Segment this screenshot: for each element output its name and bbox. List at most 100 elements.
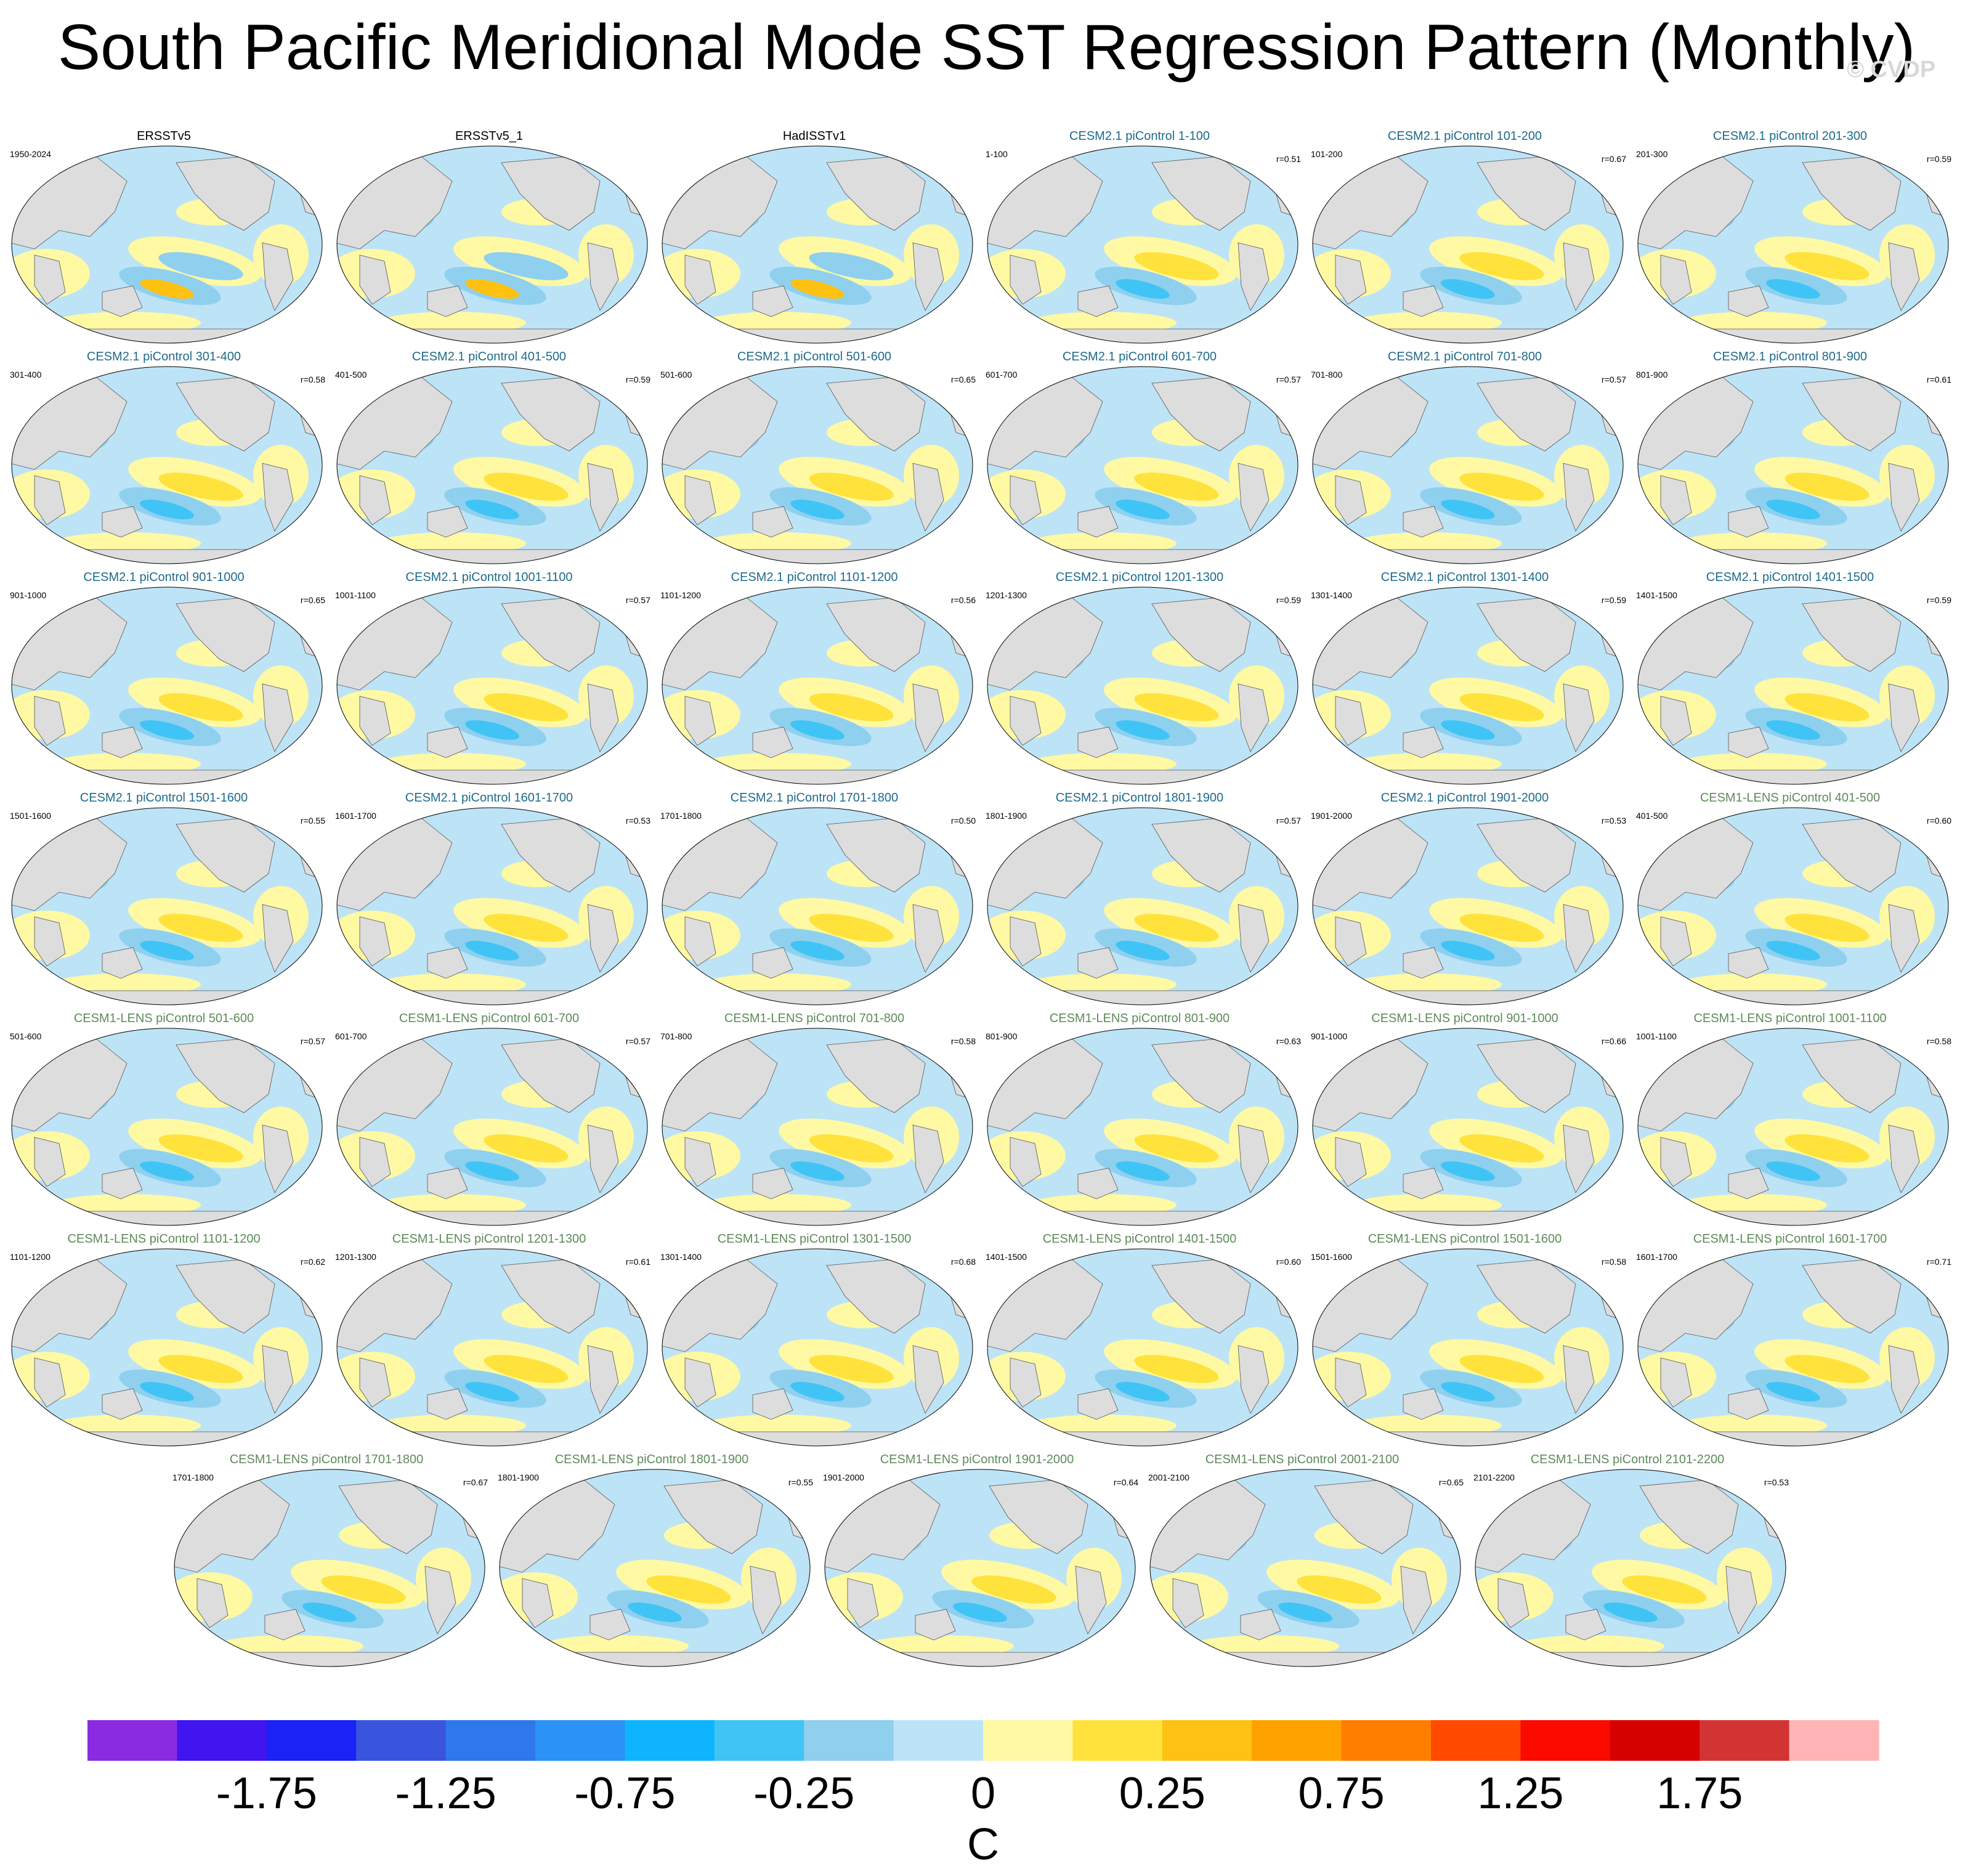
panel-period-label: 1701-1800 <box>172 1472 214 1482</box>
colorbar-swatch <box>87 1720 177 1761</box>
panel-period-label: 501-600 <box>10 1031 42 1041</box>
sst-map <box>336 145 648 344</box>
panel-period-label: 1701-1800 <box>660 811 702 821</box>
colorbar-swatch <box>1072 1720 1163 1761</box>
panel-correlation-label: r=0.57 <box>1276 375 1301 384</box>
sst-map <box>336 366 648 564</box>
colorbar-swatch <box>1700 1720 1790 1761</box>
colorbar-swatch <box>1341 1720 1432 1761</box>
panel-title: CESM2.1 piControl 101-200 <box>1387 129 1542 143</box>
colorbar-swatch <box>1431 1720 1521 1761</box>
sst-map <box>11 587 323 785</box>
panel-title: ERSSTv5_1 <box>455 129 524 143</box>
map-panel: CESM1-LENS piControl 1501-1600 1501-1600 r… <box>1302 1232 1627 1449</box>
panel-period-label: 1950-2024 <box>10 149 51 159</box>
panel-period-label: 1001-1100 <box>1636 1031 1677 1041</box>
sst-map <box>11 807 323 1005</box>
panel-correlation-label: r=0.57 <box>625 595 650 605</box>
map-panel: CESM1-LENS piControl 2101-2200 2101-2200 r… <box>1465 1453 1790 1670</box>
colorbar-swatch <box>714 1720 804 1761</box>
panel-title: CESM2.1 piControl 401-500 <box>411 350 567 363</box>
panel-title: CESM2.1 piControl 1001-1100 <box>405 571 573 584</box>
panel-correlation-label: r=0.59 <box>1926 154 1951 164</box>
map-panel: CESM1-LENS piControl 401-500 401-500 r=0.6… <box>1627 791 1953 1008</box>
sst-map <box>336 587 648 785</box>
colorbar-tick-label: -0.25 <box>753 1769 854 1818</box>
colorbar-swatch <box>445 1720 536 1761</box>
panel-grid: ERSSTv5 1950-2024 ERSSTv5_1 HadISSTv1 CESM2.… <box>1 129 1953 1670</box>
panel-correlation-label: r=0.51 <box>1276 154 1301 164</box>
panel-correlation-label: r=0.60 <box>1926 816 1951 826</box>
panel-title: HadISSTv1 <box>782 129 846 143</box>
panel-correlation-label: r=0.55 <box>300 816 325 826</box>
panel-title: CESM2.1 piControl 201-300 <box>1712 129 1868 143</box>
map-panel: CESM2.1 piControl 1201-1300 1201-1300 r=0.… <box>977 571 1302 787</box>
panel-period-label: 1201-1300 <box>335 1252 376 1262</box>
panel-period-label: 2001-2100 <box>1148 1472 1189 1482</box>
colorbar-tick-label: -0.75 <box>574 1769 675 1818</box>
colorbar-tick-label: -1.25 <box>395 1769 496 1818</box>
map-panel: CESM1-LENS piControl 1401-1500 1401-1500 r… <box>977 1232 1302 1449</box>
panel-title: CESM2.1 piControl 901-1000 <box>83 571 245 584</box>
sst-map <box>987 807 1298 1005</box>
panel-title: CESM2.1 piControl 1501-1600 <box>79 791 248 805</box>
colorbar-swatch <box>266 1720 357 1761</box>
panel-title: CESM1-LENS piControl 2001-2100 <box>1205 1453 1400 1466</box>
sst-map <box>11 366 323 564</box>
map-panel: CESM2.1 piControl 301-400 301-400 r=0.58 <box>1 350 326 567</box>
map-panel: CESM1-LENS piControl 1201-1300 1201-1300 r… <box>326 1232 652 1449</box>
panel-period-label: 501-600 <box>660 370 692 380</box>
panel-period-label: 201-300 <box>1636 149 1668 159</box>
panel-correlation-label: r=0.50 <box>950 816 976 826</box>
panel-period-label: 1301-1400 <box>660 1252 702 1262</box>
panel-correlation-label: r=0.63 <box>1276 1036 1301 1046</box>
sst-map <box>499 1469 811 1667</box>
panel-period-label: 1-100 <box>986 149 1008 159</box>
panel-period-label: 1901-2000 <box>1311 811 1352 821</box>
panel-period-label: 101-200 <box>1311 149 1343 159</box>
panel-title: CESM2.1 piControl 1101-1200 <box>731 571 898 584</box>
panel-correlation-label: r=0.57 <box>1276 816 1301 826</box>
map-panel: CESM2.1 piControl 1001-1100 1001-1100 r=0.… <box>326 571 652 787</box>
map-panel: CESM1-LENS piControl 1901-2000 1901-2000 r… <box>814 1453 1140 1670</box>
map-panel: CESM2.1 piControl 101-200 101-200 r=0.67 <box>1302 129 1627 346</box>
map-panel: CESM1-LENS piControl 701-800 701-800 r=0.5… <box>652 1012 977 1228</box>
colorbar-swatch <box>1520 1720 1611 1761</box>
map-panel: CESM2.1 piControl 1801-1900 1801-1900 r=0.… <box>977 791 1302 1008</box>
panel-title: CESM1-LENS piControl 1801-1900 <box>554 1453 749 1466</box>
sst-map <box>1149 1469 1461 1667</box>
panel-period-label: 1801-1900 <box>498 1472 539 1482</box>
colorbar-tick-label: -1.75 <box>216 1769 317 1818</box>
sst-map <box>662 145 973 344</box>
sst-map <box>11 145 323 344</box>
sst-map <box>1312 807 1624 1005</box>
panel-correlation-label: r=0.57 <box>625 1036 650 1046</box>
sst-map <box>1312 587 1624 785</box>
colorbar-swatch <box>804 1720 894 1761</box>
sst-map <box>1312 366 1624 564</box>
sst-map <box>1637 807 1949 1005</box>
panel-title: CESM1-LENS piControl 1301-1500 <box>717 1232 912 1246</box>
colorbar-tick-label: 1.75 <box>1656 1769 1743 1818</box>
panel-title: CESM2.1 piControl 1301-1400 <box>1380 571 1549 584</box>
panel-period-label: 401-500 <box>335 370 367 380</box>
sst-map <box>336 1028 648 1226</box>
panel-period-label: 601-700 <box>335 1031 367 1041</box>
map-panel: CESM2.1 piControl 1101-1200 1101-1200 r=0.… <box>652 571 977 787</box>
panel-title: CESM1-LENS piControl 1501-1600 <box>1367 1232 1562 1246</box>
sst-map <box>1475 1469 1786 1667</box>
map-panel: CESM2.1 piControl 601-700 601-700 r=0.57 <box>977 350 1302 567</box>
panel-correlation-label: r=0.71 <box>1926 1257 1951 1267</box>
panel-correlation-label: r=0.53 <box>625 816 650 826</box>
sst-map <box>1637 145 1949 344</box>
panel-period-label: 301-400 <box>10 370 42 380</box>
sst-map <box>1312 1248 1624 1447</box>
panel-correlation-label: r=0.53 <box>1764 1477 1789 1487</box>
panel-period-label: 401-500 <box>1636 811 1668 821</box>
sst-map <box>662 366 973 564</box>
panel-period-label: 601-700 <box>986 370 1018 380</box>
panel-correlation-label: r=0.58 <box>950 1036 976 1046</box>
map-panel: CESM1-LENS piControl 801-900 801-900 r=0.6… <box>977 1012 1302 1228</box>
sst-map <box>662 807 973 1005</box>
sst-map <box>987 1248 1298 1447</box>
